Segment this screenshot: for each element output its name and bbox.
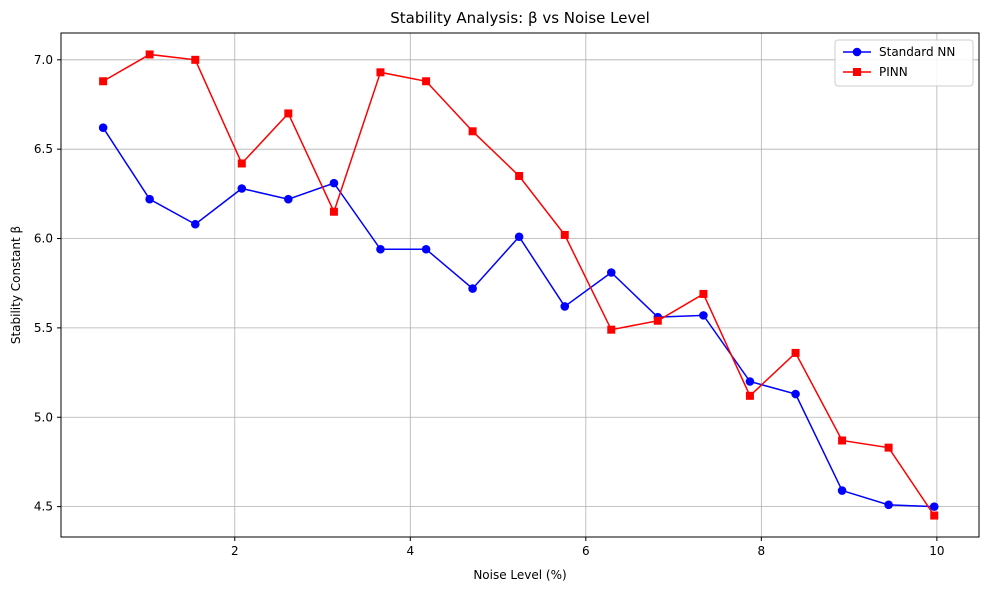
data-point-pinn [745, 391, 754, 400]
data-point-pinn [191, 55, 200, 64]
data-point-standard-nn [98, 123, 108, 133]
x-tick-label: 2 [231, 544, 239, 558]
data-point-pinn [653, 316, 662, 325]
y-tick-label: 6.5 [34, 142, 53, 156]
data-point-pinn [99, 77, 108, 86]
data-point-pinn [699, 289, 708, 298]
data-point-standard-nn [929, 502, 939, 511]
data-point-pinn [145, 50, 154, 59]
chart-title: Stability Analysis: β vs Noise Level [390, 9, 650, 27]
data-point-standard-nn [560, 302, 570, 311]
data-point-standard-nn [699, 311, 708, 320]
plot-frame [60, 32, 980, 538]
data-point-standard-nn [329, 178, 339, 188]
data-point-pinn [884, 443, 893, 452]
plot-series [98, 50, 939, 520]
y-tick-label: 5.0 [34, 410, 53, 424]
data-point-pinn [422, 77, 431, 86]
data-point-pinn [607, 325, 616, 334]
axis-ticks: 2 4 6 8 10 4.5 5.0 5.5 6.0 6.5 7.0 [34, 53, 945, 558]
legend-label: PINN [879, 65, 908, 79]
data-point-standard-nn [606, 268, 616, 277]
data-point-standard-nn [884, 500, 893, 510]
data-point-standard-nn [791, 389, 800, 399]
data-point-pinn [376, 68, 385, 77]
data-point-pinn [560, 230, 569, 239]
data-point-pinn [468, 127, 477, 136]
data-point-standard-nn [837, 486, 847, 495]
legend-item-pinn: PINN [843, 65, 908, 79]
data-point-pinn [838, 436, 847, 445]
legend-items: Standard NN PINN [843, 45, 955, 79]
x-tick-label: 8 [758, 544, 766, 558]
data-point-standard-nn [745, 377, 755, 386]
legend: Standard NN PINN [834, 39, 974, 87]
data-point-standard-nn [514, 232, 524, 242]
legend-swatch-marker [852, 47, 862, 57]
data-point-standard-nn [421, 244, 431, 254]
x-axis-label: Noise Level (%) [473, 568, 566, 582]
y-tick-label: 7.0 [34, 53, 53, 67]
data-point-standard-nn [468, 284, 477, 293]
x-tick-label: 10 [929, 544, 944, 558]
y-tick-label: 5.5 [34, 321, 53, 335]
data-point-pinn [284, 109, 293, 118]
x-tick-label: 6 [582, 544, 590, 558]
series-pinn [99, 50, 939, 520]
data-point-standard-nn [190, 219, 200, 229]
series-standard-nn [98, 123, 939, 511]
data-point-pinn [791, 348, 800, 357]
data-point-standard-nn [145, 194, 154, 204]
y-axis-label: Stability Constant β [9, 226, 23, 344]
y-tick-label: 4.5 [34, 500, 53, 514]
legend-item-standard-nn: Standard NN [843, 45, 955, 59]
data-point-pinn [329, 207, 338, 216]
data-point-pinn [930, 511, 939, 520]
data-point-standard-nn [376, 244, 385, 254]
legend-swatch-marker [853, 68, 861, 76]
x-tick-label: 4 [406, 544, 414, 558]
data-point-standard-nn [284, 194, 293, 204]
data-point-standard-nn [237, 184, 247, 193]
data-point-pinn [515, 171, 524, 180]
legend-label: Standard NN [879, 45, 955, 59]
data-point-pinn [237, 159, 246, 168]
y-tick-label: 6.0 [34, 232, 53, 246]
